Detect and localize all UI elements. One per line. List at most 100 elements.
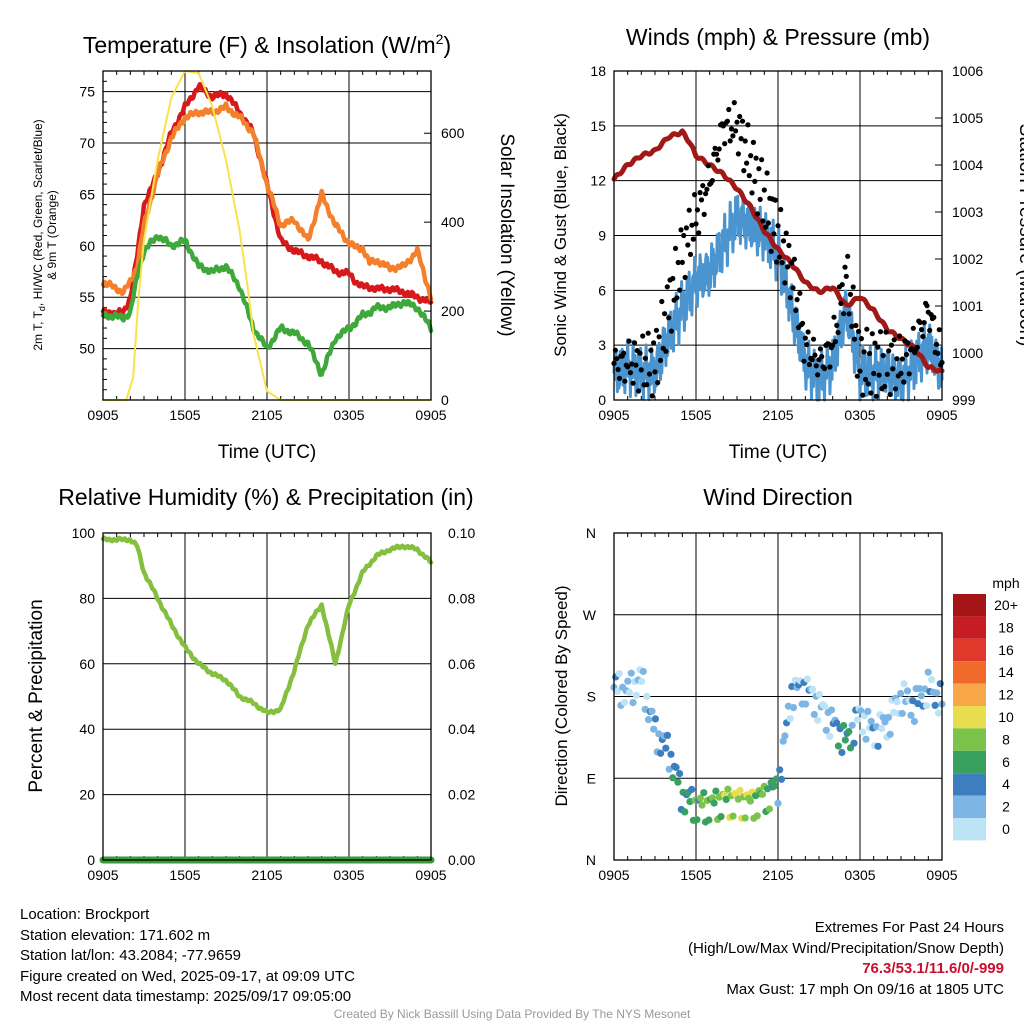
gust-point	[757, 196, 763, 202]
legend-swatch	[953, 638, 986, 662]
gust-point	[674, 295, 680, 301]
gust-point	[768, 248, 774, 254]
direction-point	[712, 787, 720, 795]
gust-point	[804, 342, 810, 348]
direction-point	[696, 794, 704, 802]
gust-point	[787, 295, 793, 301]
gust-point	[761, 187, 767, 193]
station-info: Location: Brockport Station elevation: 1…	[20, 905, 355, 1008]
direction-point	[700, 789, 708, 797]
gust-point	[780, 238, 787, 244]
gust-point	[704, 186, 710, 192]
direction-point	[834, 742, 843, 750]
gust-point	[727, 138, 733, 144]
direction-point	[615, 670, 623, 678]
gust-point	[884, 371, 890, 377]
direction-point	[693, 816, 701, 824]
wind-xlabel: Time (UTC)	[729, 442, 828, 463]
direction-point	[644, 716, 653, 724]
gust-point	[709, 178, 716, 184]
gust-point	[854, 373, 860, 379]
direction-point	[884, 713, 893, 721]
direction-point	[632, 691, 641, 699]
gust-point	[631, 340, 638, 346]
temp-y2tick-label: 400	[441, 214, 465, 230]
dir-xtick-label: 0905	[598, 867, 629, 883]
dir-xtick-label: 2105	[762, 867, 793, 883]
gust-point	[838, 300, 844, 307]
gust-point	[666, 315, 672, 321]
gust-point	[858, 336, 865, 342]
direction-point	[893, 698, 901, 706]
wind-y2tick-label: 1001	[952, 298, 983, 314]
gust-point	[645, 330, 651, 336]
gust-point	[771, 231, 777, 237]
series-rh	[100, 535, 434, 716]
direction-point	[821, 702, 829, 710]
direction-point	[867, 717, 875, 725]
legend-label: 2	[1002, 799, 1010, 815]
gust-point	[722, 141, 728, 147]
gust-point	[849, 323, 855, 329]
legend-label: 18	[998, 619, 1014, 635]
legend-label: 20+	[994, 597, 1018, 613]
gust-point	[637, 350, 643, 356]
direction-point	[848, 721, 856, 729]
direction-point	[758, 790, 767, 798]
rh-y2tick-label: 0.04	[448, 721, 475, 737]
direction-point	[841, 736, 849, 744]
dir-xtick-label: 0905	[926, 867, 957, 883]
wind-plot-border	[613, 70, 943, 401]
direction-point	[907, 711, 915, 719]
gust-point	[748, 153, 754, 159]
legend-label: 8	[1002, 731, 1010, 747]
direction-point	[724, 785, 732, 793]
gust-point	[909, 346, 915, 352]
legend-label: 4	[1002, 776, 1010, 792]
gust-point	[809, 357, 815, 363]
recent-data-line: Most recent data timestamp: 2025/09/17 0…	[20, 988, 352, 1005]
gust-point	[724, 118, 731, 124]
gust-point	[861, 349, 867, 355]
gust-point	[873, 393, 880, 399]
direction-point	[840, 722, 848, 730]
gust-point	[903, 351, 910, 358]
direction-point	[705, 816, 713, 824]
gust-point	[744, 160, 750, 166]
gust-point	[857, 368, 863, 374]
direction-point	[676, 770, 684, 778]
gust-point	[834, 322, 840, 328]
direction-point	[710, 799, 718, 807]
gust-point	[616, 375, 623, 381]
gust-point	[887, 391, 893, 398]
legend-title: mph	[992, 575, 1019, 591]
gust-point	[625, 364, 631, 370]
gust-point	[910, 325, 916, 331]
extremes-values: 76.3/53.1/11.6/0/-999	[862, 960, 1004, 977]
gust-point	[841, 311, 847, 317]
max-gust-line: Max Gust: 17 mph On 09/16 at 1805 UTC	[726, 980, 1004, 998]
gust-point	[659, 298, 665, 305]
credit-line: Created By Nick Bassill Using Data Provi…	[333, 1007, 691, 1021]
gust-point	[642, 355, 649, 361]
temp-xtick-label: 0905	[87, 407, 118, 423]
gust-point	[845, 253, 851, 259]
gust-point	[733, 128, 739, 134]
gust-point	[765, 220, 772, 226]
dir-ytick-label: N	[586, 852, 596, 868]
gust-point	[846, 311, 852, 317]
gust-point	[785, 264, 791, 270]
gust-point	[614, 356, 620, 362]
rh-ylabel: Percent & Precipitation	[26, 599, 47, 792]
created-line: Figure created on Wed, 2025-09-17, at 09…	[20, 967, 355, 985]
gust-point	[914, 344, 921, 350]
gust-point	[786, 242, 792, 249]
direction-point	[774, 799, 782, 807]
gust-point	[701, 211, 707, 217]
legend-swatch	[953, 773, 986, 796]
direction-point	[662, 744, 670, 752]
wind-xtick-label: 2105	[762, 407, 793, 423]
gust-point	[778, 206, 784, 213]
temp-xlabel: Time (UTC)	[218, 442, 317, 463]
series-t-d	[100, 234, 434, 377]
